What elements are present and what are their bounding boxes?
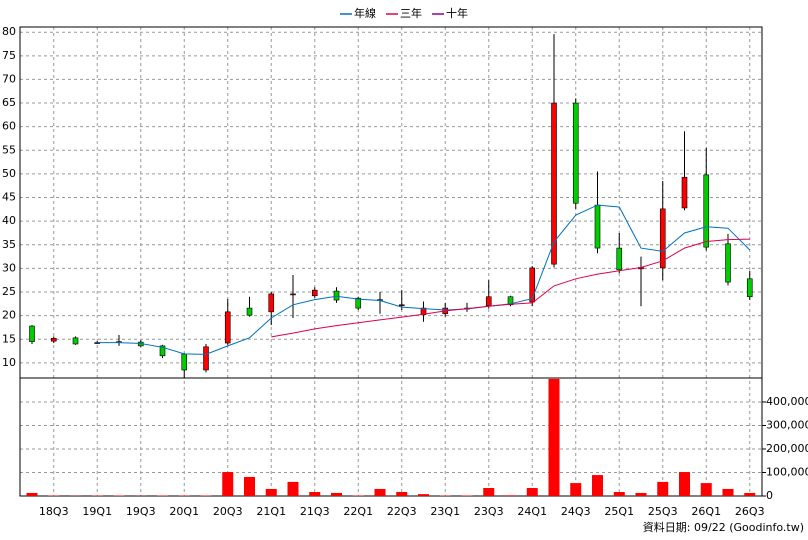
x-tick-label: 21Q1 bbox=[256, 505, 286, 518]
y2-tick-label: 300,000 bbox=[766, 418, 808, 431]
y-tick-label: 60 bbox=[2, 120, 16, 133]
volume-bar bbox=[548, 378, 560, 496]
x-tick-label: 20Q3 bbox=[213, 505, 243, 518]
volume-bar bbox=[679, 472, 690, 496]
volume-bar bbox=[635, 492, 647, 496]
volume-bar bbox=[722, 488, 734, 496]
y-tick-label: 40 bbox=[2, 214, 16, 227]
y2-tick-label: 400,000 bbox=[766, 395, 808, 408]
y-tick-label: 35 bbox=[2, 238, 16, 251]
volume-bar bbox=[592, 475, 603, 496]
candle-body bbox=[398, 304, 405, 307]
y-tick-label: 15 bbox=[2, 332, 16, 345]
x-tick-label: 25Q3 bbox=[648, 505, 678, 518]
volume-bar bbox=[505, 495, 516, 496]
candle-body bbox=[50, 338, 57, 342]
volume-bar bbox=[700, 483, 712, 496]
volume-bar bbox=[657, 481, 669, 496]
x-tick-label: 19Q3 bbox=[126, 505, 156, 518]
legend-label: 三年 bbox=[400, 6, 422, 20]
candle-body bbox=[333, 290, 340, 301]
candle-body bbox=[29, 325, 35, 342]
candle-body bbox=[181, 353, 188, 371]
x-tick-label: 25Q1 bbox=[604, 505, 634, 518]
x-tick-label: 24Q1 bbox=[517, 505, 547, 518]
volume-bar bbox=[222, 472, 234, 496]
legend-label: 十年 bbox=[446, 6, 468, 20]
candle-body bbox=[246, 307, 253, 316]
y-tick-label: 80 bbox=[2, 25, 16, 38]
candle-body bbox=[681, 176, 688, 209]
x-tick-label: 20Q1 bbox=[169, 505, 199, 518]
y-tick-label: 10 bbox=[2, 356, 16, 369]
volume-bar bbox=[265, 488, 277, 496]
candle-body bbox=[72, 337, 79, 345]
candle-body bbox=[746, 278, 753, 298]
y2-tick-label: 100,000 bbox=[766, 465, 808, 478]
x-tick-label: 26Q3 bbox=[735, 505, 765, 518]
candle-body bbox=[725, 243, 731, 283]
x-tick-label: 23Q3 bbox=[474, 505, 504, 518]
y-tick-label: 65 bbox=[2, 96, 16, 109]
x-tick-label: 19Q1 bbox=[82, 505, 112, 518]
legend-label: 年線 bbox=[354, 6, 376, 20]
y-tick-label: 30 bbox=[2, 261, 16, 274]
candle-body bbox=[203, 346, 209, 371]
y-tick-label: 55 bbox=[2, 143, 16, 156]
footer: 資料日期: 09/22 (Goodinfo.tw) bbox=[643, 520, 804, 534]
candle-body bbox=[616, 247, 623, 271]
y-tick-label: 25 bbox=[2, 285, 16, 298]
volume-bar bbox=[396, 492, 408, 496]
candle-body bbox=[290, 293, 296, 296]
volume-bar bbox=[483, 488, 495, 496]
x-tick-label: 24Q3 bbox=[561, 505, 591, 518]
candle-body bbox=[551, 102, 557, 265]
candle-body bbox=[311, 289, 318, 297]
candle-body bbox=[159, 345, 166, 357]
x-tick-label: 26Q1 bbox=[691, 505, 721, 518]
candle-body bbox=[659, 208, 666, 269]
x-tick-label: 22Q3 bbox=[387, 505, 417, 518]
y-tick-label: 20 bbox=[2, 309, 16, 322]
volume-bar bbox=[331, 492, 342, 496]
y2-tick-label: 0 bbox=[766, 489, 773, 502]
candle-body bbox=[529, 267, 536, 303]
x-tick-label: 18Q3 bbox=[39, 505, 69, 518]
volume-bar bbox=[744, 492, 756, 496]
volume-bar bbox=[526, 488, 538, 496]
volume-bar bbox=[244, 476, 255, 496]
y2-tick-label: 200,000 bbox=[766, 442, 808, 455]
x-tick-label: 23Q1 bbox=[430, 505, 460, 518]
volume-bar bbox=[309, 492, 321, 496]
plot-frame bbox=[19, 26, 763, 497]
volume-bar bbox=[418, 494, 429, 496]
volume-bar bbox=[26, 492, 38, 496]
y-tick-label: 70 bbox=[2, 72, 16, 85]
volume-bar bbox=[374, 488, 386, 496]
y-tick-label: 45 bbox=[2, 191, 16, 204]
x-tick-label: 22Q1 bbox=[343, 505, 373, 518]
x-tick-label: 21Q3 bbox=[300, 505, 330, 518]
ma-line bbox=[271, 238, 750, 338]
candle-body bbox=[485, 296, 492, 307]
ma-line bbox=[97, 204, 751, 355]
y-tick-label: 50 bbox=[2, 167, 16, 180]
volume-bar bbox=[570, 483, 582, 496]
y-tick-label: 75 bbox=[2, 49, 16, 62]
candle-body bbox=[224, 311, 231, 344]
candle-body bbox=[703, 174, 710, 248]
volume-bar bbox=[613, 492, 625, 496]
candle-body bbox=[355, 297, 362, 309]
candle-body bbox=[268, 293, 275, 313]
candle-body bbox=[572, 102, 579, 204]
volume-bar bbox=[287, 481, 299, 496]
candle-body bbox=[594, 204, 601, 249]
